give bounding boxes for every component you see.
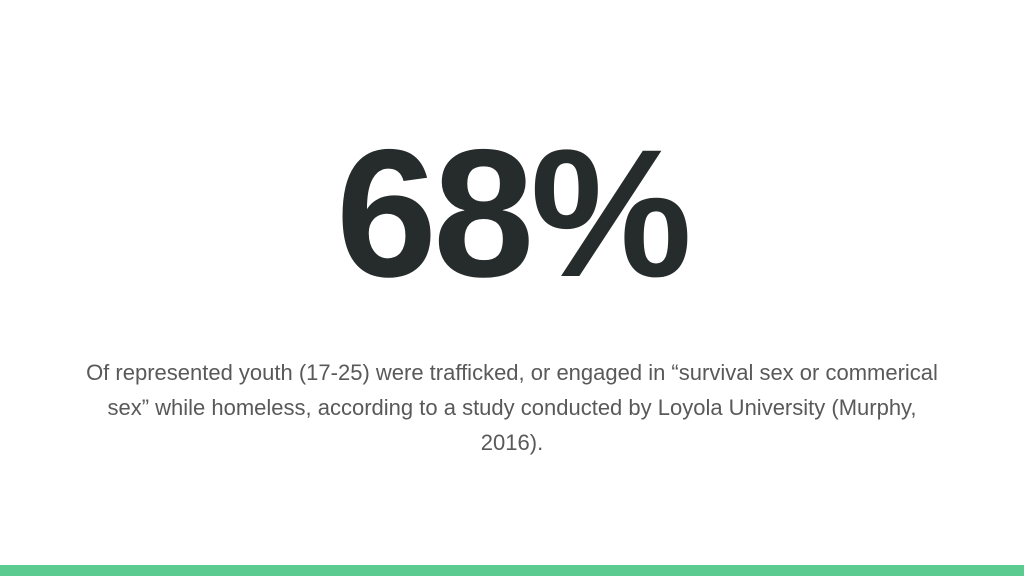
stat-number: 68% bbox=[335, 111, 692, 315]
stat-caption: Of represented youth (17-25) were traffi… bbox=[86, 360, 938, 455]
accent-bar bbox=[0, 565, 1024, 576]
